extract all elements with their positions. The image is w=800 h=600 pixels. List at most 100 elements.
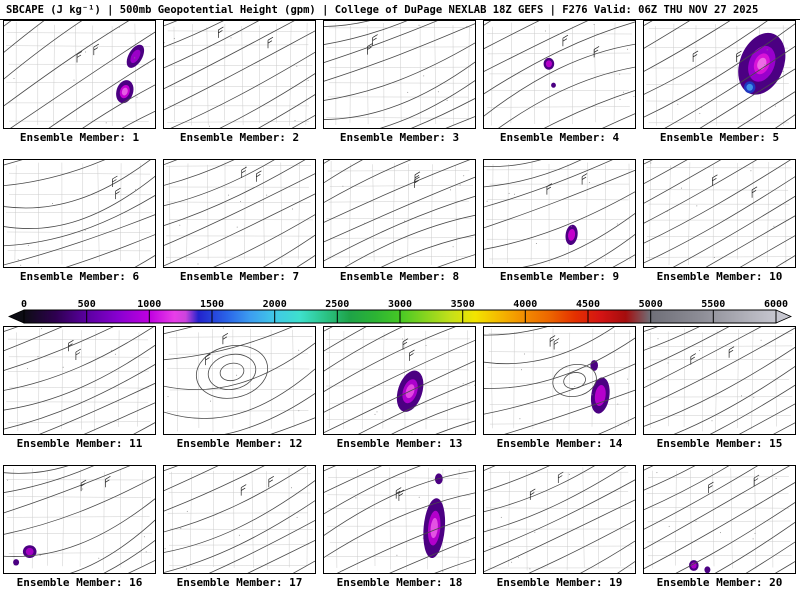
colorbar-tick-label: 5500 <box>701 299 725 310</box>
station-dots <box>5 479 147 559</box>
colorbar-tick-label: 2000 <box>263 299 287 310</box>
station-dots <box>374 338 475 433</box>
ensemble-panel: Ensemble Member: 4 <box>483 20 636 144</box>
wind-barbs <box>80 475 111 492</box>
height-contours <box>4 21 155 128</box>
wind-barbs <box>708 474 760 494</box>
county-lines <box>325 329 471 431</box>
height-contours <box>324 466 475 573</box>
wind-barbs <box>112 175 121 200</box>
county-lines <box>326 22 473 126</box>
wind-barbs <box>549 335 560 350</box>
panel-label: Ensemble Member: 19 <box>496 576 623 589</box>
map-canvas <box>3 20 156 129</box>
station-dots <box>656 472 777 540</box>
map-canvas <box>643 159 796 268</box>
panel-label: Ensemble Member: 9 <box>499 270 620 283</box>
map-canvas <box>163 20 316 129</box>
cape-fill <box>13 545 37 566</box>
cape-colorbar: 0 500 1000 1500 2000 2500 3000 3500 4000 4500 5000… <box>8 298 792 324</box>
county-lines <box>486 22 632 126</box>
map-canvas <box>3 465 156 574</box>
colorbar-tick-label: 0 <box>21 299 27 310</box>
panel-label: Ensemble Member: 2 <box>179 131 300 144</box>
panel-label: Ensemble Member: 1 <box>19 131 140 144</box>
county-lines <box>166 328 313 433</box>
map-canvas <box>483 159 636 268</box>
colorbar-svg: 0 500 1000 1500 2000 2500 3000 3500 4000 4500 5000… <box>8 299 792 324</box>
station-dots <box>519 353 629 420</box>
map-canvas <box>323 159 476 268</box>
wind-barbs <box>402 338 415 361</box>
colorbar-right-arrow <box>775 309 792 324</box>
station-dots <box>167 327 300 412</box>
height-contours <box>164 21 315 128</box>
map-canvas <box>323 465 476 574</box>
county-lines <box>646 160 792 266</box>
height-contours <box>324 160 475 267</box>
cape-fill <box>689 560 711 573</box>
county-lines <box>486 467 633 571</box>
height-contours <box>164 160 315 267</box>
county-lines <box>167 467 313 570</box>
panel-label: Ensemble Member: 6 <box>19 270 140 283</box>
station-dots <box>13 26 138 124</box>
panel-label: Ensemble Member: 15 <box>656 437 783 450</box>
cape-fill <box>565 224 578 246</box>
page-title: SBCAPE (J kg⁻¹) | 500mb Geopotential Hei… <box>0 0 800 20</box>
county-lines <box>487 328 632 432</box>
colorbar-tick-label: 3500 <box>451 299 475 310</box>
colorbar-tick-label: 3000 <box>388 299 412 310</box>
county-lines <box>486 161 633 265</box>
station-dots <box>342 175 465 248</box>
height-contours <box>164 466 315 573</box>
map-canvas <box>483 326 636 435</box>
ensemble-panel: Ensemble Member: 8 <box>323 159 476 283</box>
ensemble-panel: Ensemble Member: 10 <box>643 159 796 283</box>
ensemble-panel: Ensemble Member: 15 <box>643 326 796 450</box>
wind-barbs <box>367 34 378 55</box>
wind-barbs <box>692 50 742 63</box>
station-dots <box>389 24 468 101</box>
map-canvas <box>483 465 636 574</box>
station-dots <box>486 182 618 244</box>
map-canvas <box>483 20 636 129</box>
station-dots <box>179 194 293 265</box>
ensemble-panel: Ensemble Member: 20 <box>643 465 796 589</box>
wind-barbs <box>546 173 588 195</box>
wind-barbs <box>395 487 405 501</box>
ensemble-panel: Ensemble Member: 13 <box>323 326 476 450</box>
station-dots <box>657 338 762 422</box>
ensemble-panel: Ensemble Member: 1 <box>3 20 156 144</box>
ensemble-panel: Ensemble Member: 3 <box>323 20 476 144</box>
colorbar-left-arrow <box>8 309 25 324</box>
map-canvas <box>163 159 316 268</box>
panel-label: Ensemble Member: 4 <box>499 131 620 144</box>
wind-barbs <box>690 346 735 365</box>
panel-label: Ensemble Member: 20 <box>656 576 783 589</box>
height-contours <box>324 21 475 128</box>
panel-row-3: Ensemble Member: 11 Ensemble Member: 12 En… <box>3 326 797 450</box>
county-lines <box>326 160 474 265</box>
panel-label: Ensemble Member: 13 <box>336 437 463 450</box>
map-canvas <box>643 20 796 129</box>
panel-label: Ensemble Member: 8 <box>339 270 460 283</box>
panel-row-2: Ensemble Member: 6 Ensemble Member: 7 Ense… <box>3 159 797 283</box>
map-canvas <box>3 326 156 435</box>
map-canvas <box>323 326 476 435</box>
height-contours <box>4 327 155 434</box>
county-lines <box>646 328 793 432</box>
county-lines <box>167 22 313 126</box>
wind-barbs <box>205 332 229 366</box>
height-contours <box>324 327 475 434</box>
height-contours <box>644 160 795 267</box>
station-dots <box>677 49 784 114</box>
height-contours <box>484 327 635 434</box>
wind-barbs <box>414 171 421 188</box>
colorbar-tick-label: 4000 <box>513 299 537 310</box>
ensemble-panel: Ensemble Member: 11 <box>3 326 156 450</box>
panel-label: Ensemble Member: 14 <box>496 437 623 450</box>
station-dots <box>500 473 570 570</box>
panel-label: Ensemble Member: 11 <box>16 437 143 450</box>
panel-label: Ensemble Member: 18 <box>336 576 463 589</box>
